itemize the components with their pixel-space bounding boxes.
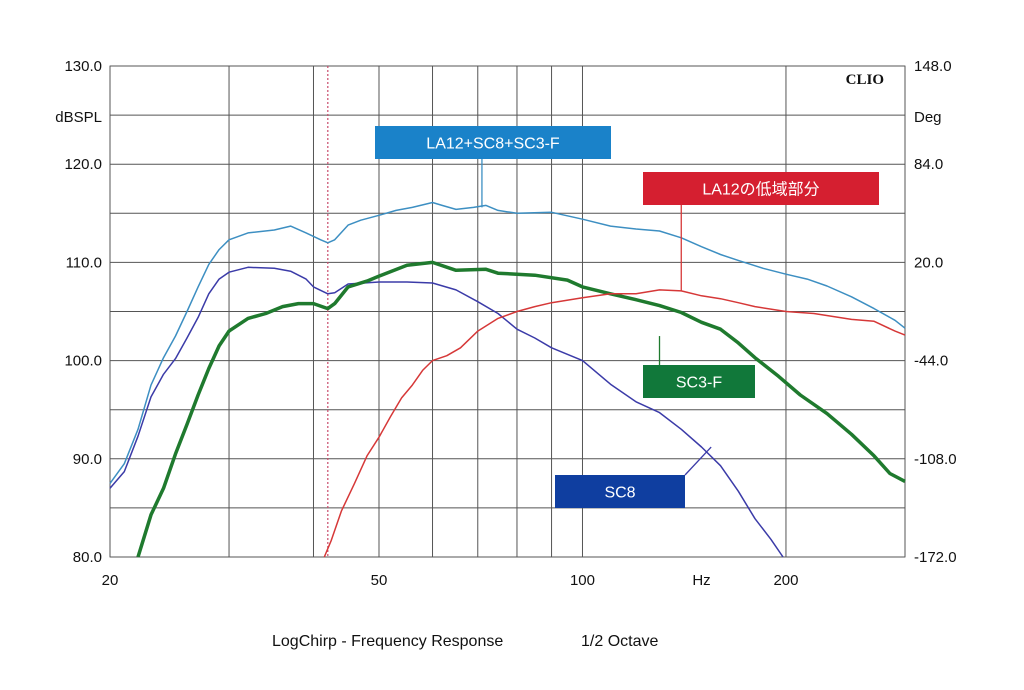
right-axis-ticks: -172.0 -108.0 -44.0 20.0 84.0 148.0 (914, 58, 957, 566)
series-sc8-line (109, 266, 784, 558)
callout-box-la12-sc8-sc3-f (375, 126, 611, 159)
right-tick-label: -172.0 (914, 549, 957, 566)
x-tick-label: 200 (773, 572, 798, 589)
callout-box-sc3-f (643, 365, 755, 398)
series-sc3-f-line (136, 260, 906, 558)
right-tick-label: -44.0 (914, 353, 948, 370)
right-tick-label: -108.0 (914, 451, 957, 468)
x-tick-label: Hz (692, 572, 710, 589)
callout-box-sc8 (555, 475, 685, 508)
footer-resolution: 1/2 Octave (581, 633, 658, 650)
left-axis-ticks: 80.0 90.0 100.0 110.0 120.0 130.0 (64, 58, 102, 566)
right-tick-label: 84.0 (914, 156, 943, 173)
x-axis-ticks: 20 50 100 Hz 200 (102, 572, 799, 589)
callout-box-la12 (643, 172, 879, 205)
x-tick-label: 50 (371, 572, 388, 589)
callout-label-sc8: SC8 (604, 485, 635, 502)
left-axis-unit-label: dBSPL (55, 109, 102, 126)
series-layer (109, 201, 906, 558)
x-tick-label: 20 (102, 572, 119, 589)
right-tick-label: 20.0 (914, 254, 943, 271)
callout-leader-sc8 (684, 446, 712, 476)
left-tick-label: 110.0 (66, 254, 102, 271)
brand-logo-text: CLIO (846, 72, 884, 88)
callout-label-la12: LA12の低域部分 (702, 181, 819, 199)
series-la12-line (323, 289, 906, 558)
left-tick-label: 130.0 (64, 58, 102, 75)
right-tick-label: 148.0 (914, 58, 952, 75)
series-la12-sc8-sc3-f-line (109, 201, 906, 484)
footer-title: LogChirp - Frequency Response (272, 633, 503, 650)
left-tick-label: 120.0 (64, 156, 102, 173)
right-axis-unit-label: Deg (914, 109, 942, 126)
left-tick-label: 80.0 (73, 549, 102, 566)
callout-label-sc3-f: SC3-F (676, 375, 722, 392)
x-tick-label: 100 (570, 572, 595, 589)
callouts: LA12+SC8+SC3-F LA12の低域部分 SC3-F SC8 (375, 126, 879, 508)
callout-label-la12-sc8-sc3-f: LA12+SC8+SC3-F (426, 136, 560, 153)
left-tick-label: 90.0 (73, 451, 102, 468)
left-tick-label: 100.0 (64, 353, 102, 370)
